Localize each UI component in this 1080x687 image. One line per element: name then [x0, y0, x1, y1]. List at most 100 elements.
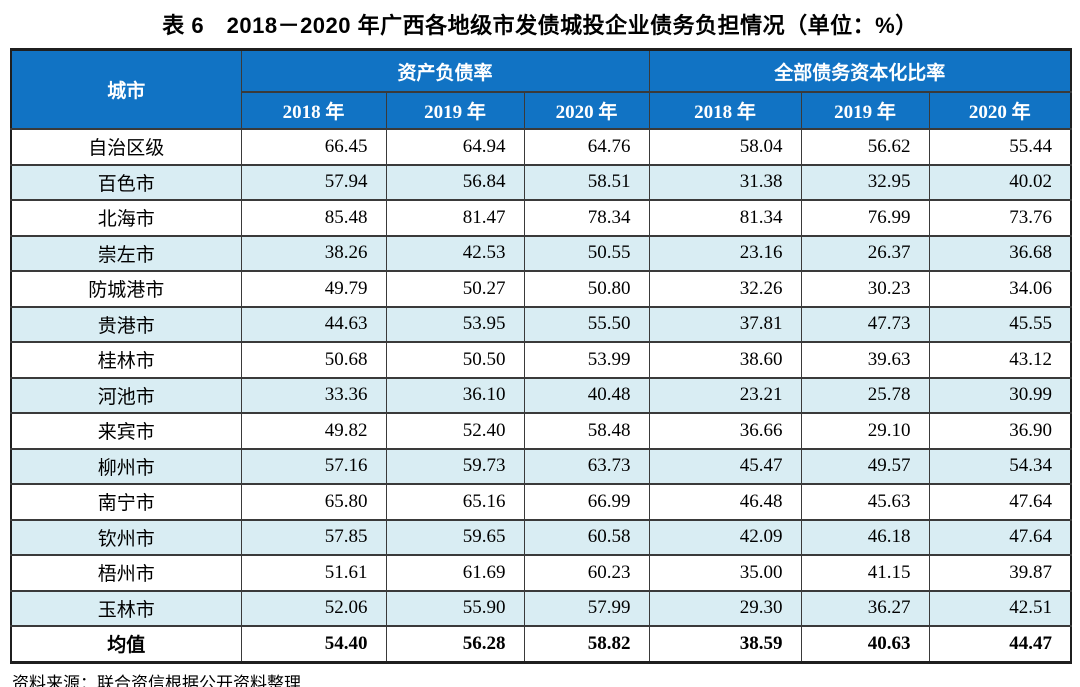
- value-cell: 40.63: [800, 625, 930, 663]
- city-cell: 自治区级: [10, 128, 242, 166]
- value-cell: 45.63: [800, 483, 930, 521]
- header-year-2018-group2: 2018 年: [648, 91, 802, 130]
- value-cell: 29.30: [648, 589, 802, 627]
- value-cell: 43.12: [928, 341, 1072, 379]
- value-cell: 59.73: [385, 447, 525, 485]
- value-cell: 49.79: [240, 270, 387, 308]
- value-cell: 55.44: [928, 128, 1072, 166]
- value-cell: 38.26: [240, 234, 387, 272]
- value-cell: 64.76: [523, 128, 650, 166]
- value-cell: 47.73: [800, 305, 930, 343]
- city-cell: 桂林市: [10, 341, 242, 379]
- table-row: 梧州市 51.61 61.69 60.23 35.00 41.15 39.87: [10, 554, 1072, 592]
- value-cell: 57.99: [523, 589, 650, 627]
- value-cell: 63.73: [523, 447, 650, 485]
- value-cell: 35.00: [648, 554, 802, 592]
- table-row: 自治区级 66.45 64.94 64.76 58.04 56.62 55.44: [10, 128, 1072, 166]
- value-cell: 42.53: [385, 234, 525, 272]
- value-cell: 47.64: [928, 518, 1072, 556]
- table-row: 崇左市 38.26 42.53 50.55 23.16 26.37 36.68: [10, 234, 1072, 272]
- value-cell: 36.27: [800, 589, 930, 627]
- table-row: 河池市 33.36 36.10 40.48 23.21 25.78 30.99: [10, 376, 1072, 414]
- table-title: 表 6 2018－2020 年广西各地级市发债城投企业债务负担情况（单位：%）: [162, 13, 918, 38]
- value-cell: 36.66: [648, 412, 802, 450]
- table-row: 南宁市 65.80 65.16 66.99 46.48 45.63 47.64: [10, 483, 1072, 521]
- value-cell: 57.16: [240, 447, 387, 485]
- value-cell: 81.34: [648, 199, 802, 237]
- value-cell: 39.87: [928, 554, 1072, 592]
- value-cell: 30.23: [800, 270, 930, 308]
- table-row: 北海市 85.48 81.47 78.34 81.34 76.99 73.76: [10, 199, 1072, 237]
- value-cell: 57.94: [240, 163, 387, 201]
- value-cell: 34.06: [928, 270, 1072, 308]
- value-cell: 56.62: [800, 128, 930, 166]
- value-cell: 56.28: [385, 625, 525, 663]
- value-cell: 45.55: [928, 305, 1072, 343]
- value-cell: 37.81: [648, 305, 802, 343]
- value-cell: 39.63: [800, 341, 930, 379]
- value-cell: 49.82: [240, 412, 387, 450]
- debt-burden-table: 城市 资产负债率 全部债务资本化比率 2018 年 2019 年 2020 年 …: [10, 48, 1073, 664]
- value-cell: 59.65: [385, 518, 525, 556]
- table-row: 玉林市 52.06 55.90 57.99 29.30 36.27 42.51: [10, 589, 1072, 627]
- value-cell: 45.47: [648, 447, 802, 485]
- value-cell: 58.51: [523, 163, 650, 201]
- city-cell: 防城港市: [10, 270, 242, 308]
- header-year-2019-group2: 2019 年: [800, 91, 930, 130]
- value-cell: 40.48: [523, 376, 650, 414]
- value-cell: 53.95: [385, 305, 525, 343]
- value-cell: 56.84: [385, 163, 525, 201]
- value-cell: 52.40: [385, 412, 525, 450]
- value-cell: 23.16: [648, 234, 802, 272]
- value-cell: 47.64: [928, 483, 1072, 521]
- city-cell: 崇左市: [10, 234, 242, 272]
- value-cell: 54.40: [240, 625, 387, 663]
- city-cell: 均值: [10, 625, 242, 663]
- header-year-2020-group1: 2020 年: [523, 91, 650, 130]
- value-cell: 66.45: [240, 128, 387, 166]
- value-cell: 64.94: [385, 128, 525, 166]
- header-group-total-debt-capitalization-ratio: 全部债务资本化比率: [648, 48, 1072, 93]
- value-cell: 50.68: [240, 341, 387, 379]
- value-cell: 44.63: [240, 305, 387, 343]
- value-cell: 49.57: [800, 447, 930, 485]
- city-cell: 玉林市: [10, 589, 242, 627]
- table-row: 均值 54.40 56.28 58.82 38.59 40.63 44.47: [10, 625, 1072, 663]
- value-cell: 50.50: [385, 341, 525, 379]
- city-cell: 贵港市: [10, 305, 242, 343]
- value-cell: 26.37: [800, 234, 930, 272]
- value-cell: 36.68: [928, 234, 1072, 272]
- value-cell: 36.10: [385, 376, 525, 414]
- value-cell: 57.85: [240, 518, 387, 556]
- value-cell: 42.51: [928, 589, 1072, 627]
- value-cell: 41.15: [800, 554, 930, 592]
- city-cell: 来宾市: [10, 412, 242, 450]
- header-year-row: 2018 年 2019 年 2020 年 2018 年 2019 年 2020 …: [11, 91, 1072, 130]
- table-row: 桂林市 50.68 50.50 53.99 38.60 39.63 43.12: [10, 341, 1072, 379]
- value-cell: 38.59: [648, 625, 802, 663]
- value-cell: 66.99: [523, 483, 650, 521]
- value-cell: 76.99: [800, 199, 930, 237]
- table-row: 钦州市 57.85 59.65 60.58 42.09 46.18 47.64: [10, 518, 1072, 556]
- value-cell: 55.50: [523, 305, 650, 343]
- header-year-2020-group2: 2020 年: [928, 91, 1072, 130]
- value-cell: 46.18: [800, 518, 930, 556]
- value-cell: 32.95: [800, 163, 930, 201]
- value-cell: 36.90: [928, 412, 1072, 450]
- table-header: 城市 资产负债率 全部债务资本化比率 2018 年 2019 年 2020 年 …: [10, 48, 1072, 130]
- value-cell: 29.10: [800, 412, 930, 450]
- table-row: 百色市 57.94 56.84 58.51 31.38 32.95 40.02: [10, 163, 1072, 201]
- value-cell: 33.36: [240, 376, 387, 414]
- value-cell: 31.38: [648, 163, 802, 201]
- value-cell: 53.99: [523, 341, 650, 379]
- value-cell: 61.69: [385, 554, 525, 592]
- value-cell: 65.80: [240, 483, 387, 521]
- value-cell: 50.80: [523, 270, 650, 308]
- value-cell: 32.26: [648, 270, 802, 308]
- value-cell: 60.58: [523, 518, 650, 556]
- value-cell: 52.06: [240, 589, 387, 627]
- city-cell: 百色市: [10, 163, 242, 201]
- value-cell: 42.09: [648, 518, 802, 556]
- value-cell: 44.47: [928, 625, 1072, 663]
